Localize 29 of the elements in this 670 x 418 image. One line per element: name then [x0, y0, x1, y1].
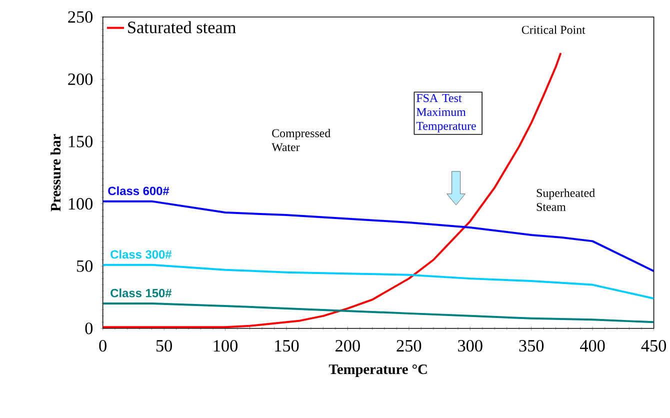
y-tick-label: 0	[85, 322, 93, 334]
y-tick-label: 200	[68, 73, 93, 85]
x-tick-label: 350	[519, 340, 544, 352]
annotation: Critical Point	[522, 25, 586, 34]
series-label: Class 300#	[110, 250, 172, 259]
annotation: Compressed Water	[272, 128, 330, 152]
y-tick-label: 100	[68, 198, 93, 210]
x-tick-label: 400	[580, 340, 605, 352]
y-tick-label: 150	[68, 136, 93, 148]
x-tick-label: 0	[99, 340, 106, 352]
line-series	[102, 200, 654, 272]
x-tick-label: 150	[275, 340, 299, 352]
x-axis-title: Temperature °C	[328, 364, 427, 377]
x-tick-label: 100	[214, 340, 238, 352]
x-tick-label: 300	[458, 340, 482, 352]
line-series	[102, 302, 654, 324]
legend-label: Saturated steam	[128, 21, 236, 34]
x-tick-label: 50	[156, 340, 172, 352]
annotation: FSA Test Maximum Temperature	[416, 94, 476, 132]
annotation: Superheated Steam	[536, 188, 595, 211]
series-label: Class 150#	[110, 288, 172, 298]
x-tick-label: 250	[396, 340, 422, 352]
series-label: Class 600#	[108, 186, 170, 196]
x-tick-label: 200	[336, 340, 360, 352]
x-tick-label: 450	[641, 340, 666, 352]
line-series	[102, 264, 654, 300]
y-axis-title: Pressure bar	[50, 134, 61, 212]
y-tick-label: 250	[68, 11, 93, 23]
y-tick-label: 50	[77, 260, 93, 272]
